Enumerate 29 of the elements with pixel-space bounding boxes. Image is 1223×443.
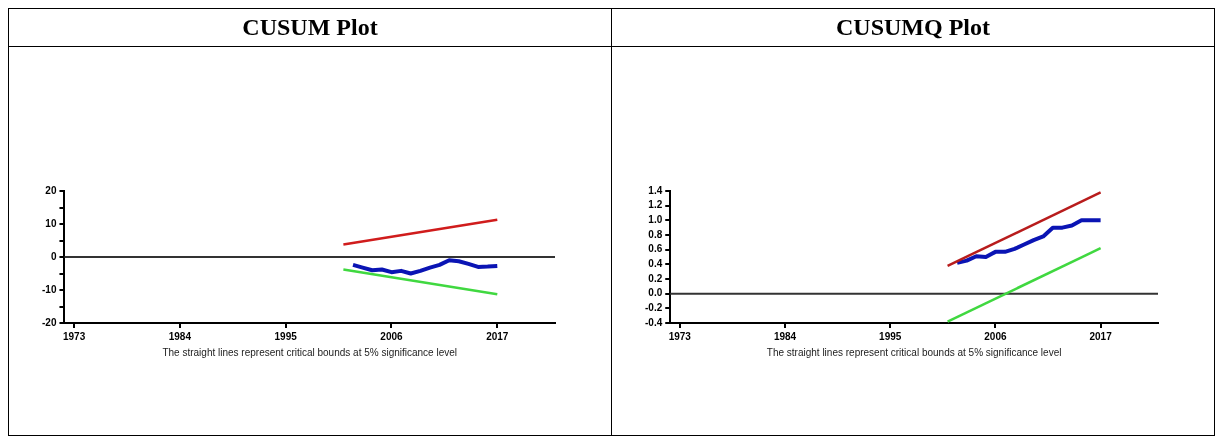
y-tick-label: 20 [45, 184, 57, 196]
x-tick-label: 1995 [274, 330, 298, 342]
x-tick-label: 1984 [773, 330, 797, 342]
x-tick-label: 1973 [668, 330, 692, 342]
x-tick-label: 2017 [1089, 330, 1113, 342]
y-tick-label: 0.2 [648, 272, 663, 284]
y-tick-label: -20 [42, 316, 57, 328]
x-tick-label: 1995 [879, 330, 902, 342]
text: The straight lines represent critical bounds at 5% significance level [162, 347, 458, 358]
x-tick-label: 2006 [984, 330, 1007, 342]
y-tick-label: 1.4 [648, 184, 663, 196]
y-tick-label: -10 [42, 283, 57, 295]
y-tick-label: -0.2 [645, 302, 663, 314]
x-tick-label: 2006 [380, 330, 404, 342]
chart-title: CUSUMQ Plot [611, 8, 1215, 47]
y-tick-label: 0.8 [648, 228, 663, 240]
y-tick-label: 10 [45, 217, 57, 229]
y-tick-label: 0.4 [648, 258, 663, 270]
y-tick-label: 0 [50, 250, 57, 262]
y-tick-label: 0.6 [648, 243, 663, 255]
y-tick-label: 0.0 [648, 287, 663, 299]
y-tick-label: -0.4 [645, 316, 663, 328]
y-tick-label: 1.0 [648, 214, 663, 226]
x-tick-label: 2017 [486, 330, 509, 342]
chart-title: CUSUM Plot [8, 8, 612, 47]
text: The straight lines represent critical bounds at 5% significance level [766, 347, 1062, 358]
y-tick-label: 1.2 [648, 199, 663, 211]
x-tick-label: 1984 [168, 330, 192, 342]
x-tick-label: 1973 [62, 330, 86, 342]
